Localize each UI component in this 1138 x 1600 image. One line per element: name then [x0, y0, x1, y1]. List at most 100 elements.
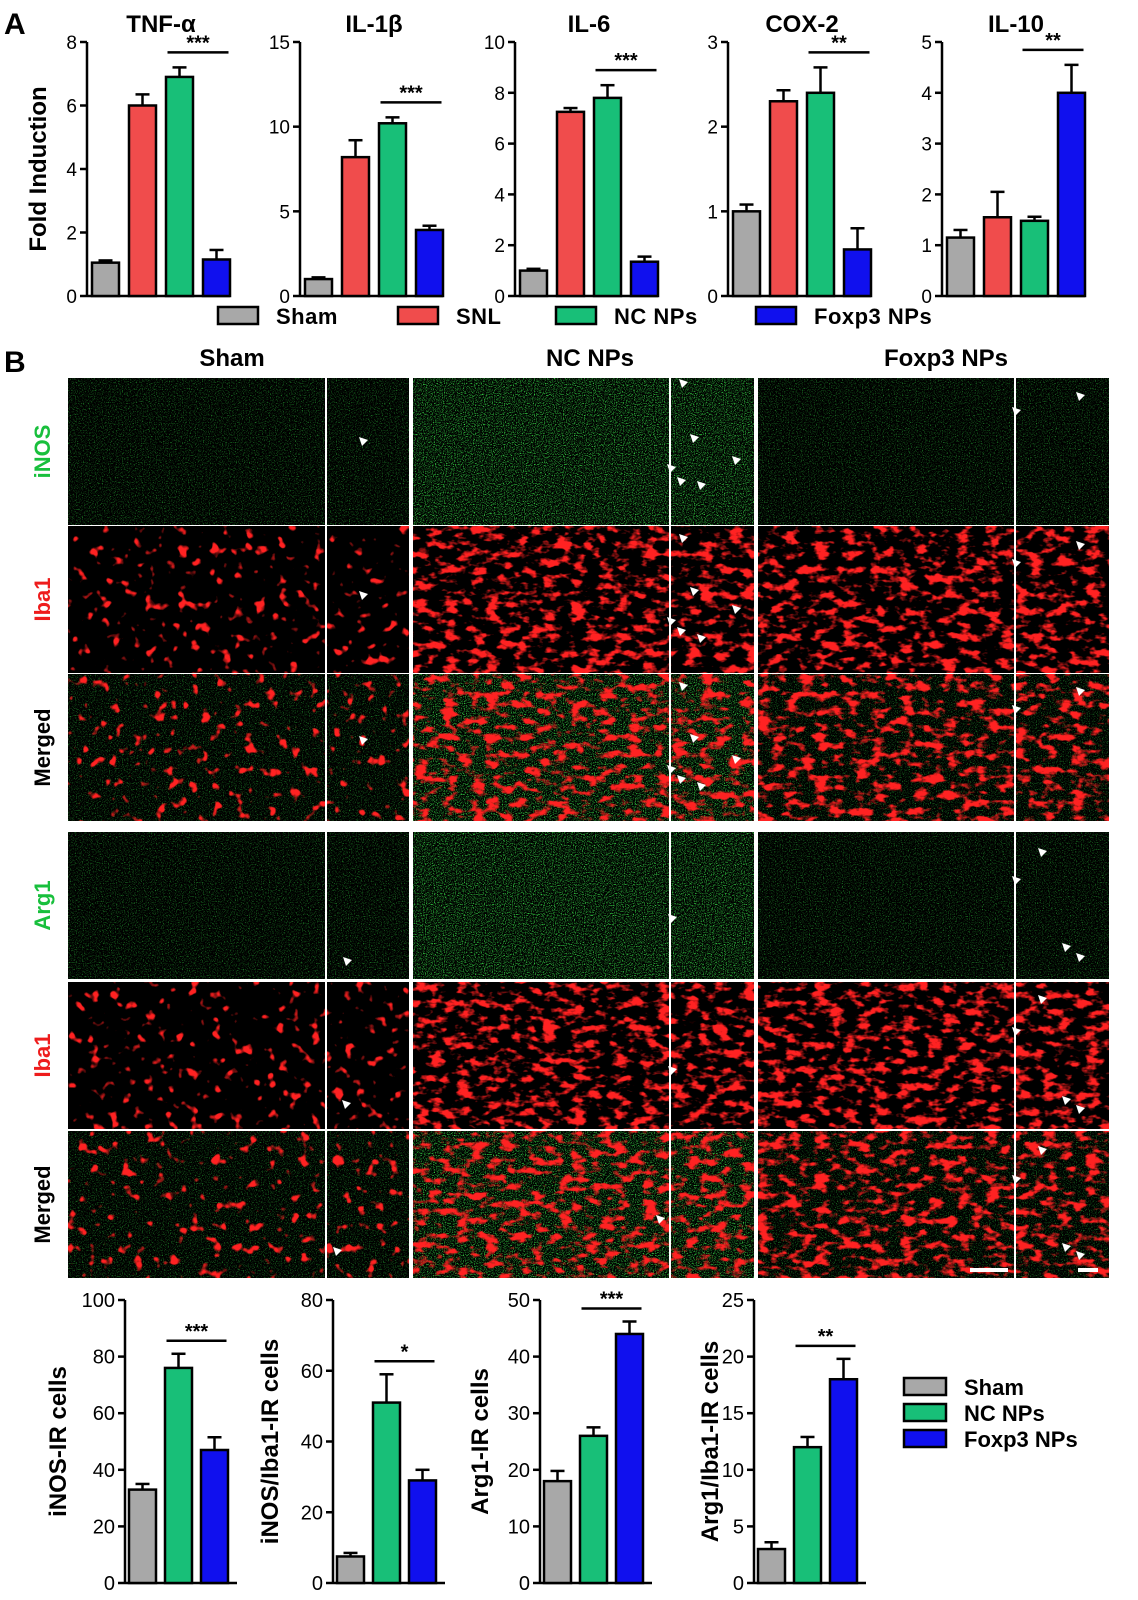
micrograph-row-6: Merged	[30, 1131, 1109, 1278]
red-channel	[68, 982, 325, 1129]
arrowhead-icon	[667, 765, 676, 774]
arrowhead-icon	[679, 682, 688, 691]
y-tick-label: 10	[722, 1460, 744, 1482]
panel-letter-b: B	[4, 346, 26, 379]
micrograph-tile	[1016, 378, 1109, 525]
red-channel	[1016, 674, 1109, 821]
bar-nc-nps	[578, 1434, 609, 1585]
bar-nc-nps	[792, 1445, 823, 1585]
y-tick-label: 5	[921, 33, 932, 54]
legend-item-snl: SNL	[396, 304, 501, 329]
arrowhead-icon	[1062, 1096, 1071, 1105]
micrograph-tile	[671, 526, 754, 673]
bar-chart-3: 0 1 2 3 **COX-2	[707, 11, 873, 308]
bar-chart-4: 0 1 2 3 4 5 **IL-10	[921, 11, 1087, 308]
green-channel	[327, 832, 409, 979]
micrograph-tile	[758, 1131, 1014, 1278]
micrograph-tile	[671, 674, 754, 821]
green-channel	[413, 832, 669, 979]
arrowhead-icon	[732, 755, 741, 764]
bar-foxp3-nps	[407, 1479, 438, 1585]
y-tick-label: 2	[707, 118, 718, 139]
red-channel	[327, 982, 409, 1129]
bar-foxp3-nps	[199, 1448, 230, 1585]
y-tick-label: 0	[312, 1573, 323, 1595]
legend-label: Foxp3 NPs	[814, 304, 932, 329]
bar-nc-nps	[164, 75, 195, 298]
y-tick-label: 0	[104, 1573, 115, 1595]
red-channel	[327, 1131, 409, 1278]
y-tick-label: 2	[66, 224, 77, 245]
bar-snl	[768, 100, 799, 298]
arrowhead-icon	[359, 437, 368, 446]
bar-foxp3-nps	[842, 248, 873, 298]
significance-label: ***	[186, 32, 210, 54]
micrograph-row-label: Iba1	[30, 577, 55, 621]
micrograph-tile	[68, 982, 325, 1129]
bar-foxp3-nps	[1056, 91, 1087, 298]
bar-sham	[756, 1547, 787, 1585]
micrograph-column-label: Foxp3 NPs	[884, 345, 1008, 372]
scale-bar	[1078, 1268, 1098, 1272]
bar-chart-6: 0 20 40 60 80 * iNOS/Iba1-IR cells	[257, 1290, 445, 1595]
legend-swatch	[902, 1402, 948, 1423]
micrograph-tile	[671, 832, 754, 979]
y-tick-label: 30	[508, 1403, 530, 1425]
green-channel	[758, 832, 1014, 979]
y-tick-label: 40	[301, 1432, 323, 1454]
bar-nc-nps	[371, 1401, 402, 1585]
bar-chart-8: 0 5 10 15 20 25 ** Arg1/Iba1-IR cells	[697, 1290, 866, 1595]
y-tick-label: 20	[722, 1347, 744, 1369]
red-channel	[758, 1131, 1014, 1278]
y-tick-label: 80	[301, 1290, 323, 1312]
arrowhead-icon	[667, 464, 676, 473]
arrowhead-icon	[668, 1066, 677, 1075]
y-tick-label: 4	[494, 185, 505, 206]
legend-swatch	[754, 305, 798, 326]
arrowhead-icon	[697, 634, 706, 643]
green-channel	[1016, 832, 1109, 979]
significance-label: *	[401, 1341, 409, 1363]
green-channel	[1016, 378, 1109, 525]
arrowhead-icon	[656, 1215, 665, 1224]
arrowhead-icon	[1038, 995, 1047, 1004]
bar-sham	[731, 210, 762, 298]
legend-label: Sham	[964, 1375, 1024, 1400]
y-tick-label: 2	[921, 185, 932, 206]
legend-item-sham: Sham	[902, 1375, 1024, 1400]
y-tick-label: 0	[66, 287, 77, 308]
y-axis-label: Arg1/Iba1-IR cells	[697, 1341, 724, 1542]
bar-sham	[335, 1555, 366, 1585]
y-tick-label: 6	[494, 135, 505, 156]
micrograph-row-1: iNOS	[30, 378, 1109, 525]
micrograph-row-4: Arg1	[30, 832, 1109, 979]
bar-sham	[303, 277, 334, 298]
arrowhead-icon	[1012, 559, 1021, 568]
micrograph-column-label: NC NPs	[546, 345, 634, 372]
y-tick-label: 0	[279, 287, 290, 308]
micrograph-tile	[413, 832, 669, 979]
arrowhead-icon	[697, 481, 706, 490]
micrograph-tile	[671, 378, 754, 525]
arrowhead-icon	[677, 477, 686, 486]
bar-nc-nps	[592, 96, 623, 298]
red-channel	[68, 674, 325, 821]
arrowhead-icon	[732, 456, 741, 465]
arrowhead-icon	[697, 782, 706, 791]
micrograph-tile	[1016, 1131, 1109, 1278]
panel-letter-a: A	[4, 8, 26, 41]
bar-chart-0: 0 2 4 6 8 ***TNF-α Fold Induction	[25, 11, 232, 308]
y-tick-label: 0	[921, 287, 932, 308]
arrowhead-icon	[690, 734, 699, 743]
green-channel	[671, 832, 754, 979]
arrowhead-icon	[333, 1247, 342, 1256]
arrowhead-icon	[1038, 1146, 1047, 1155]
bar-chart-7: 0 10 20 30 40 50 *** Arg1-IR cells	[467, 1289, 652, 1595]
y-tick-label: 3	[707, 33, 718, 54]
arrowhead-icon	[359, 736, 368, 745]
y-tick-label: 10	[269, 118, 290, 139]
y-tick-label: 20	[508, 1460, 530, 1482]
micrograph-tile	[327, 526, 409, 673]
legend-swatch	[554, 305, 598, 326]
